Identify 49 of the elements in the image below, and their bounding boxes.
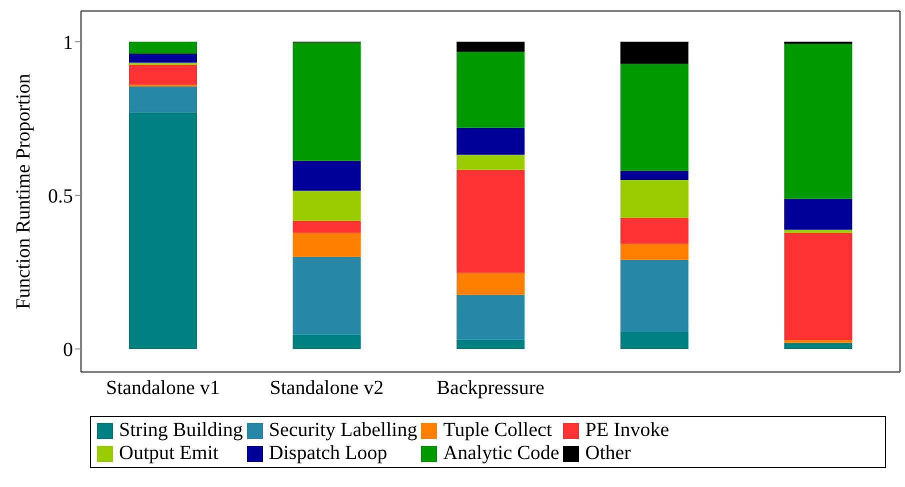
bar [620,244,688,260]
bar [456,272,525,295]
y-tick-label: 1 [63,32,73,54]
x-tick-label: Standalone v2 [270,377,384,400]
bar [129,86,197,112]
bar [784,340,852,343]
bar [129,112,197,349]
bar [784,44,852,199]
y-tick-label: 0.5 [48,185,73,208]
bar [456,294,525,340]
bar [292,190,361,221]
y-axis-title: Function Runtime Proportion [12,74,35,310]
bar [620,64,688,171]
bar [292,334,361,349]
bar [620,260,688,332]
legend-label: Dispatch Loop [268,442,388,465]
bar [456,340,525,349]
bar [292,160,361,191]
y-tick-label: 0 [63,339,73,362]
bar [129,53,197,63]
bar [620,180,688,218]
bar [620,170,688,180]
bar [292,42,361,161]
bar [620,42,688,64]
x-tick-label: Standalone v1 [106,377,220,400]
bar [456,154,525,170]
bar [456,128,525,155]
bar [456,42,525,52]
bar [129,64,197,85]
bar [456,52,525,128]
x-tick-label: Backpressure [436,377,544,400]
bar [620,218,688,244]
legend-label: Security Labelling [268,419,418,442]
bar [292,232,361,257]
legend-label: String Building [119,419,243,442]
bar [292,220,361,233]
legend-label: Other [585,442,631,465]
bar [784,198,852,230]
bar [784,232,852,340]
bar [784,230,852,233]
legend-label: Analytic Code [443,442,560,465]
legend-label: Output Emit [119,442,218,465]
bar [292,256,361,335]
bar [456,170,525,273]
bar [620,332,688,349]
legend-label: PE Invoke [585,419,670,442]
bar [129,42,197,54]
legend-label: Tuple Collect [443,419,552,442]
bar [784,342,852,349]
